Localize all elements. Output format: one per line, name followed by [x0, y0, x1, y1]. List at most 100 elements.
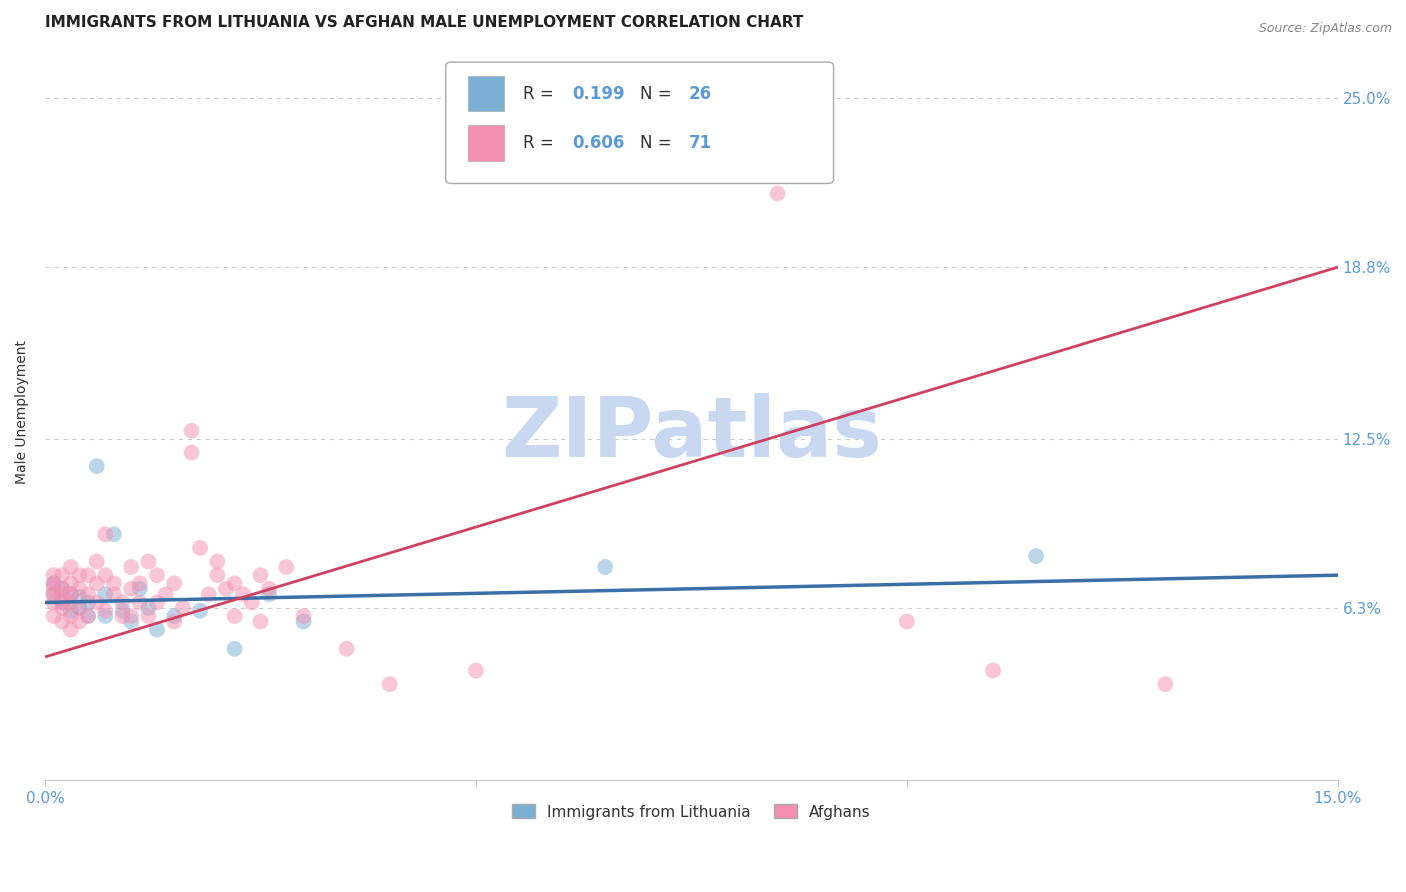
Point [86, 459, 108, 474]
Point [155, 587, 177, 601]
Point [188, 604, 211, 618]
Point [292, 615, 315, 629]
Point [896, 615, 918, 629]
Point [86, 595, 108, 609]
Point [59, 587, 82, 601]
Point [120, 609, 142, 624]
Point [59, 560, 82, 574]
Text: 0.199: 0.199 [572, 85, 626, 103]
Point [138, 600, 160, 615]
Point [51, 587, 73, 601]
Point [188, 541, 211, 555]
Point [94, 527, 117, 541]
Point [51, 615, 73, 629]
Point [292, 609, 315, 624]
Point [103, 587, 125, 601]
Point [86, 555, 108, 569]
Point [336, 641, 359, 656]
Point [232, 587, 254, 601]
Point [77, 609, 100, 624]
Point [180, 424, 202, 438]
Point [224, 641, 246, 656]
Point [51, 595, 73, 609]
Point [86, 576, 108, 591]
Point [128, 576, 150, 591]
Point [103, 527, 125, 541]
Point [1154, 677, 1177, 691]
Point [215, 582, 238, 596]
Point [103, 576, 125, 591]
Point [224, 609, 246, 624]
Text: 26: 26 [689, 85, 711, 103]
Point [42, 609, 65, 624]
Point [138, 555, 160, 569]
Point [42, 582, 65, 596]
Point [59, 623, 82, 637]
Point [128, 595, 150, 609]
Point [207, 555, 229, 569]
Point [42, 576, 65, 591]
Point [146, 568, 169, 582]
Point [172, 600, 194, 615]
Point [77, 587, 100, 601]
FancyBboxPatch shape [468, 76, 503, 112]
Point [163, 576, 186, 591]
Point [197, 587, 219, 601]
Point [42, 568, 65, 582]
Point [77, 568, 100, 582]
Point [51, 595, 73, 609]
Text: IMMIGRANTS FROM LITHUANIA VS AFGHAN MALE UNEMPLOYMENT CORRELATION CHART: IMMIGRANTS FROM LITHUANIA VS AFGHAN MALE… [45, 15, 803, 30]
Text: 0.606: 0.606 [572, 134, 624, 152]
Point [51, 568, 73, 582]
Point [146, 623, 169, 637]
Point [593, 560, 616, 574]
Point [120, 560, 142, 574]
Point [249, 568, 271, 582]
Point [59, 576, 82, 591]
Point [464, 664, 486, 678]
Text: R =: R = [523, 134, 560, 152]
Point [42, 587, 65, 601]
Point [42, 587, 65, 601]
Point [120, 615, 142, 629]
FancyBboxPatch shape [446, 62, 834, 184]
Point [51, 600, 73, 615]
Point [128, 582, 150, 596]
Point [69, 568, 91, 582]
Point [94, 609, 117, 624]
Point [69, 582, 91, 596]
Point [77, 609, 100, 624]
Point [249, 615, 271, 629]
Point [276, 560, 298, 574]
Point [146, 595, 169, 609]
Point [163, 609, 186, 624]
Point [94, 587, 117, 601]
Text: ZIPatlas: ZIPatlas [501, 393, 882, 475]
Point [138, 609, 160, 624]
Point [257, 587, 280, 601]
Text: R =: R = [523, 85, 560, 103]
Point [69, 600, 91, 615]
Point [69, 615, 91, 629]
Point [42, 576, 65, 591]
Point [111, 609, 134, 624]
Y-axis label: Male Unemployment: Male Unemployment [15, 340, 30, 483]
Point [69, 590, 91, 604]
Point [180, 445, 202, 459]
Point [59, 604, 82, 618]
Point [42, 595, 65, 609]
Point [59, 587, 82, 601]
Point [111, 595, 134, 609]
Point [51, 582, 73, 596]
Point [59, 595, 82, 609]
Text: N =: N = [640, 85, 676, 103]
FancyBboxPatch shape [468, 126, 503, 161]
Point [77, 595, 100, 609]
Point [257, 582, 280, 596]
Point [163, 615, 186, 629]
Point [207, 568, 229, 582]
Point [1025, 549, 1047, 563]
Point [240, 595, 263, 609]
Point [59, 609, 82, 624]
Point [224, 576, 246, 591]
